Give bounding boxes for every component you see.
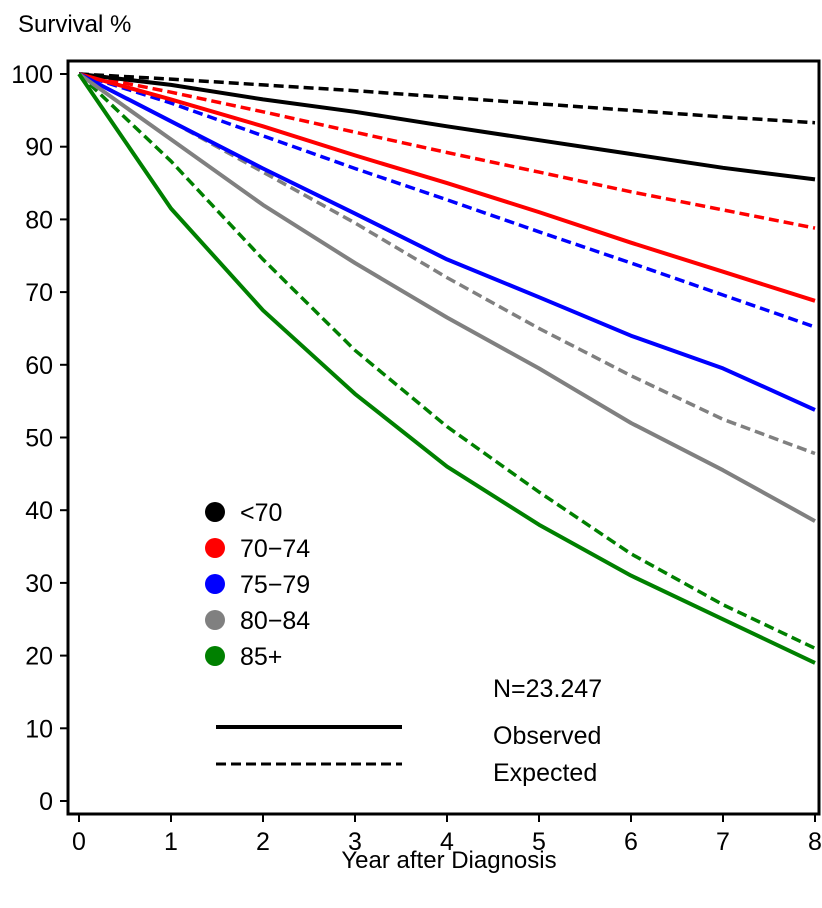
legend-label: <70 <box>240 499 282 527</box>
series-line-85-expected <box>77 72 816 650</box>
series-line-75-79-observed <box>78 72 816 412</box>
legend: <70 70−74 75−79 80−84 85+ <box>205 499 310 671</box>
x-tick-label: 2 <box>256 828 270 856</box>
legend-label: 70−74 <box>240 535 310 563</box>
expected-label: Expected <box>493 759 597 787</box>
x-tick-label: 8 <box>808 828 822 856</box>
sample-size-annotation: N=23.247 <box>493 675 602 703</box>
series-line-70-74-expected <box>78 72 816 230</box>
y-tick-label: 30 <box>25 570 53 598</box>
x-tick-label: 4 <box>440 828 454 856</box>
y-axis-label: Survival % <box>18 11 131 38</box>
y-tick-label: 80 <box>25 206 53 234</box>
x-tick-label: 1 <box>164 828 178 856</box>
legend-label: 75−79 <box>240 571 310 599</box>
y-axis: 0 10 20 30 40 50 60 70 80 90 100 <box>11 61 68 816</box>
x-tick-label: 0 <box>72 828 86 856</box>
line-style-legend: N=23.247 Observed Expected <box>216 675 602 787</box>
plot-lines <box>77 72 816 665</box>
legend-marker <box>205 574 225 594</box>
legend-label: 85+ <box>240 643 282 671</box>
observed-label: Observed <box>493 722 601 750</box>
series-line-70-74-observed <box>78 72 816 303</box>
series-line-70-observed <box>78 72 816 182</box>
series-line-85-observed <box>77 72 816 665</box>
y-tick-label: 0 <box>39 788 53 816</box>
y-tick-label: 70 <box>25 279 53 307</box>
x-tick-label: 6 <box>624 828 638 856</box>
y-tick-label: 20 <box>25 643 53 671</box>
x-tick-label: 3 <box>348 828 362 856</box>
x-tick-label: 7 <box>716 828 730 856</box>
legend-marker <box>205 538 225 558</box>
legend-label: 80−84 <box>240 607 310 635</box>
y-tick-label: 50 <box>25 425 53 453</box>
y-tick-label: 10 <box>25 715 53 743</box>
series-line-80-84-observed <box>77 72 816 523</box>
legend-marker <box>205 502 225 522</box>
x-axis-label: Year after Diagnosis <box>341 847 556 874</box>
y-tick-label: 100 <box>11 61 53 89</box>
y-tick-label: 40 <box>25 497 53 525</box>
series-line-75-79-expected <box>78 72 816 329</box>
legend-marker <box>205 610 225 630</box>
y-tick-label: 90 <box>25 134 53 162</box>
y-tick-label: 60 <box>25 352 53 380</box>
x-tick-label: 5 <box>532 828 546 856</box>
series-line-70-expected <box>78 72 816 125</box>
legend-marker <box>205 646 225 666</box>
x-axis: 0 1 2 3 4 5 6 7 8 <box>72 814 822 856</box>
